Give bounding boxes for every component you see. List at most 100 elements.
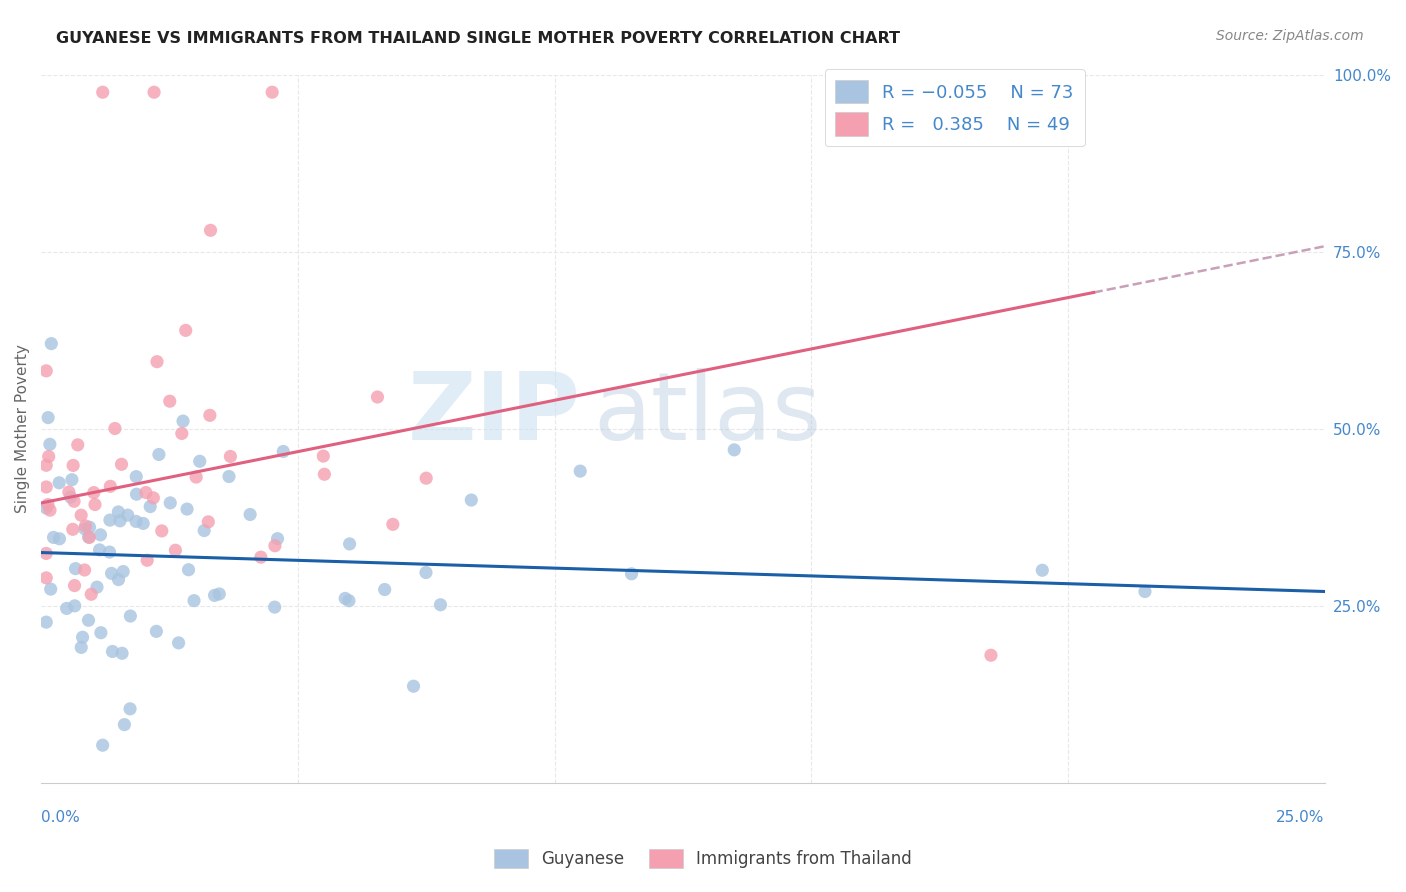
Point xyxy=(90,625,112,640)
Point xyxy=(35,501,58,516)
Point xyxy=(35,480,58,494)
Point xyxy=(239,508,262,522)
Point xyxy=(38,437,60,451)
Point xyxy=(66,438,89,452)
Point xyxy=(111,646,134,660)
Point xyxy=(143,85,166,99)
Point xyxy=(1133,584,1156,599)
Point xyxy=(48,532,70,546)
Point xyxy=(108,514,131,528)
Point xyxy=(75,519,97,533)
Point xyxy=(271,444,294,458)
Point xyxy=(139,500,162,514)
Point xyxy=(48,475,70,490)
Point xyxy=(60,473,83,487)
Point xyxy=(145,624,167,639)
Point xyxy=(460,493,482,508)
Point xyxy=(38,450,60,464)
Point xyxy=(104,421,127,435)
Text: 25.0%: 25.0% xyxy=(1277,810,1324,824)
Point xyxy=(89,542,111,557)
Point xyxy=(176,502,198,516)
Point xyxy=(112,717,135,731)
Point xyxy=(183,593,205,607)
Point xyxy=(117,508,139,523)
Point xyxy=(91,85,114,99)
Point xyxy=(125,469,148,483)
Point xyxy=(79,520,101,534)
Point xyxy=(170,426,193,441)
Point xyxy=(79,531,101,545)
Point xyxy=(374,582,396,597)
Point xyxy=(186,470,208,484)
Point xyxy=(37,410,59,425)
Point xyxy=(402,679,425,693)
Y-axis label: Single Mother Poverty: Single Mother Poverty xyxy=(15,344,30,513)
Point xyxy=(381,517,404,532)
Point xyxy=(55,601,77,615)
Point xyxy=(107,505,129,519)
Point xyxy=(415,471,437,485)
Point xyxy=(266,532,288,546)
Point xyxy=(100,566,122,581)
Point xyxy=(70,640,93,655)
Point xyxy=(39,336,62,351)
Point xyxy=(80,587,103,601)
Point xyxy=(35,571,58,585)
Point xyxy=(77,613,100,627)
Point xyxy=(620,566,643,581)
Point xyxy=(177,563,200,577)
Point xyxy=(98,545,121,559)
Point xyxy=(73,563,96,577)
Legend: Guyanese, Immigrants from Thailand: Guyanese, Immigrants from Thailand xyxy=(488,842,918,875)
Point xyxy=(89,528,111,542)
Point xyxy=(91,738,114,752)
Point xyxy=(84,498,107,512)
Point xyxy=(146,354,169,368)
Point xyxy=(148,448,170,462)
Point xyxy=(110,458,132,472)
Point xyxy=(135,485,157,500)
Point xyxy=(197,515,219,529)
Point xyxy=(250,550,273,565)
Point xyxy=(312,449,335,463)
Point xyxy=(314,467,336,482)
Point xyxy=(167,636,190,650)
Point xyxy=(65,561,87,575)
Point xyxy=(569,464,592,478)
Point xyxy=(188,454,211,468)
Point xyxy=(132,516,155,531)
Point xyxy=(125,515,148,529)
Point xyxy=(86,580,108,594)
Point xyxy=(39,503,62,517)
Point xyxy=(101,644,124,658)
Point xyxy=(62,458,84,473)
Point xyxy=(136,553,159,567)
Point xyxy=(980,648,1002,663)
Point xyxy=(337,593,360,607)
Point xyxy=(107,573,129,587)
Point xyxy=(429,598,451,612)
Point xyxy=(200,223,222,237)
Point xyxy=(37,498,59,512)
Point xyxy=(98,479,121,493)
Point xyxy=(39,582,62,596)
Point xyxy=(35,615,58,629)
Text: Source: ZipAtlas.com: Source: ZipAtlas.com xyxy=(1216,29,1364,43)
Point xyxy=(77,530,100,544)
Point xyxy=(42,530,65,544)
Text: 0.0%: 0.0% xyxy=(41,810,80,824)
Point xyxy=(165,543,187,558)
Point xyxy=(204,588,226,602)
Point xyxy=(218,469,240,483)
Point xyxy=(208,587,231,601)
Point xyxy=(59,490,82,504)
Point xyxy=(35,364,58,378)
Text: GUYANESE VS IMMIGRANTS FROM THAILAND SINGLE MOTHER POVERTY CORRELATION CHART: GUYANESE VS IMMIGRANTS FROM THAILAND SIN… xyxy=(56,31,900,46)
Point xyxy=(112,565,135,579)
Point xyxy=(415,566,437,580)
Point xyxy=(35,458,58,473)
Point xyxy=(262,85,284,99)
Point xyxy=(159,496,181,510)
Point xyxy=(62,522,84,536)
